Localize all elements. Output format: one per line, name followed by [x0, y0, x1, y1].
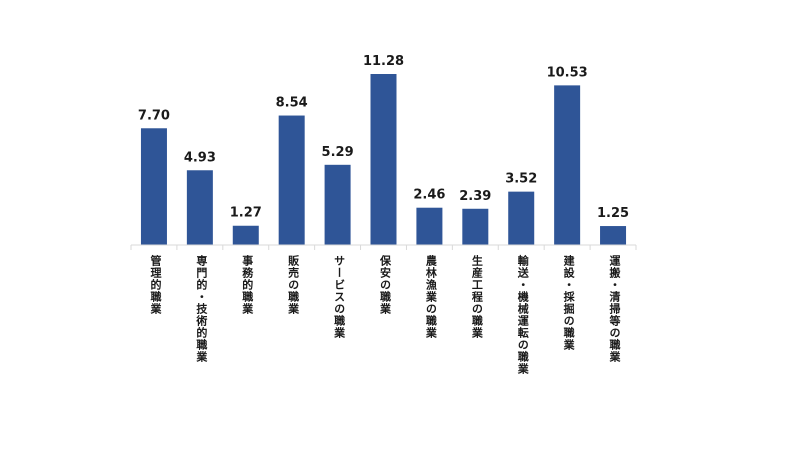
category-label: 運搬・清掃等の職業 [608, 255, 622, 363]
bar [416, 207, 443, 245]
bar [278, 115, 305, 245]
bar-value-label: 4.93 [184, 150, 216, 165]
category-label: 販売の職業 [286, 255, 300, 315]
bar-value-label: 7.70 [138, 108, 170, 123]
bar [508, 191, 535, 245]
bar-value-label: 1.27 [230, 206, 262, 221]
bar-value-label: 2.46 [413, 188, 445, 203]
bar-value-label: 5.29 [322, 145, 354, 160]
bar [600, 226, 627, 245]
category-label: 建設・採掘の職業 [562, 255, 576, 351]
x-axis-ticks [130, 245, 637, 250]
category-label: 管理的職業 [148, 255, 162, 315]
bar-value-label: 3.52 [505, 172, 537, 187]
bar [232, 225, 259, 245]
bar [140, 128, 167, 245]
bar-value-label: 2.39 [459, 189, 491, 204]
category-label: 事務的職業 [240, 255, 254, 315]
bar-value-label: 11.28 [363, 54, 404, 69]
bar-value-label: 10.53 [547, 65, 588, 80]
bar [462, 208, 489, 245]
category-label: 保安の職業 [378, 255, 392, 315]
value-labels: 7.70 4.93 1.27 8.54 5.29 11.28 2.46 2.39 3.52 10.… [138, 54, 629, 221]
bars [140, 74, 627, 245]
bar-value-label: 1.25 [597, 206, 629, 221]
bar [554, 85, 581, 245]
category-label: 専門的・技術的職業 [194, 255, 208, 363]
category-label: 生産工程の職業 [470, 255, 484, 339]
category-label: サービスの職業 [332, 255, 346, 339]
category-label: 輸送・機械運転の職業 [516, 255, 530, 375]
bar-value-label: 8.54 [276, 96, 308, 111]
category-label: 農林漁業の職業 [424, 255, 438, 339]
bar [324, 164, 351, 245]
bar [370, 74, 397, 245]
bar [186, 170, 213, 245]
